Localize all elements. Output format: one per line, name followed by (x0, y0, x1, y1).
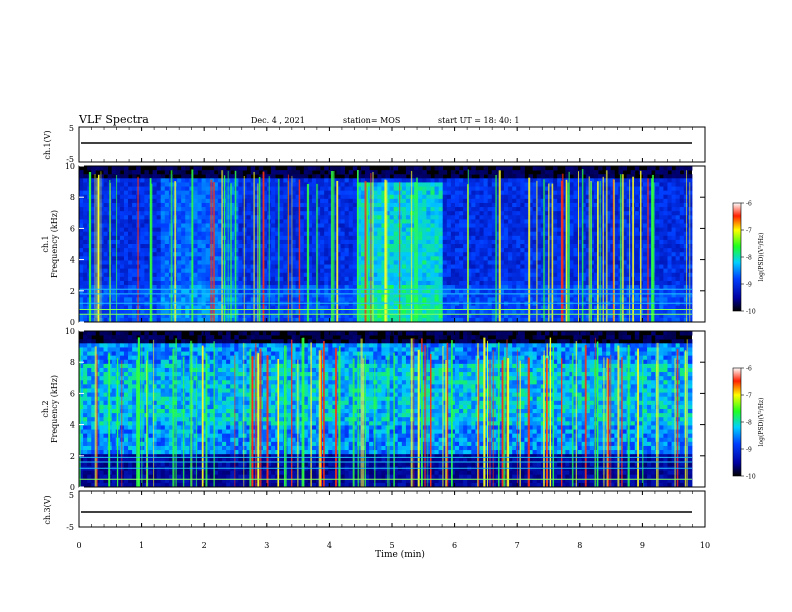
xtick-4: 4 (327, 541, 332, 550)
ch1-colorbar: -6 -7 -8 -9 -10 log(PSD)(V²/Hz) (732, 201, 765, 316)
xtick-0: 0 (76, 541, 81, 550)
ch2-colorbar: -6 -7 -8 -9 -10 log(PSD)(V²/Hz) (732, 366, 765, 481)
ch2-spec-ytick-8: 8 (70, 358, 75, 367)
ch2-yticks: 0 2 4 6 8 10 (65, 327, 705, 492)
ch1-ytick-minus5: -5 (66, 155, 74, 164)
ch1-spec-ytick-10: 10 (65, 162, 75, 171)
ch2-spec-ytick-4: 4 (70, 421, 75, 430)
ch1-spec-ylabel: Frequency (kHz) (50, 210, 59, 278)
ch1-colorbar-tick--10: -10 (746, 309, 756, 316)
xtick-1: 1 (139, 541, 144, 550)
ch1-spectrogram-image (79, 166, 693, 323)
ch1-ytick-5: 5 (69, 124, 74, 133)
ch1-colorbar-tick--7: -7 (746, 228, 752, 235)
ch3-ylabel: ch.3(V) (43, 495, 52, 524)
ch1-spec-ytick-4: 4 (70, 256, 75, 265)
ch1-spec-ytick-6: 6 (70, 224, 75, 233)
ch1-spectrogram-panel: 0 2 4 6 8 10 ch.1 Frequency (kHz) (41, 162, 706, 327)
ch2-spec-ytick-10: 10 (65, 327, 75, 336)
xtick-3: 3 (264, 541, 269, 550)
ch3-ytick-minus5: -5 (66, 523, 74, 532)
figure-title: VLF Spectra (78, 113, 149, 126)
time-axis: 0 1 2 3 4 5 6 7 8 9 10 (76, 127, 710, 550)
ch1-ylabel: ch.1(V) (43, 130, 52, 159)
station-label: station= MOS (343, 116, 400, 125)
ch1-spec-ytick-0: 0 (70, 318, 75, 327)
ch2-spec-ytick-6: 6 (70, 389, 75, 398)
xtick-7: 7 (515, 541, 520, 550)
ch2-colorbar-tick--7: -7 (746, 393, 752, 400)
ch1-spec-ytick-8: 8 (70, 193, 75, 202)
xtick-8: 8 (577, 541, 582, 550)
ch1-colorbar-tick--8: -8 (746, 255, 752, 262)
ch2-colorbar-tick--10: -10 (746, 474, 756, 481)
ch1-yticks: 0 2 4 6 8 10 (65, 162, 705, 327)
ch2-spec-ylabel-channel: ch.2 (41, 400, 50, 417)
date-label: Dec. 4 , 2021 (251, 116, 305, 125)
ch2-spectrogram-image (79, 331, 693, 488)
ch1-waveform-panel: 5 -5 ch.1(V) (43, 124, 706, 164)
ch3-waveform-panel: 5 -5 ch.3(V) (43, 490, 706, 532)
ch2-spec-ylabel: Frequency (kHz) (50, 375, 59, 443)
ch1-colorbar-label: log(PSD)(V²/Hz) (758, 233, 765, 282)
ch1-spec-ytick-2: 2 (70, 287, 75, 296)
xtick-5: 5 (389, 541, 394, 550)
xtick-6: 6 (452, 541, 457, 550)
xaxis-label: Time (min) (375, 549, 425, 560)
xtick-10: 10 (700, 541, 710, 550)
ch1-colorbar-tick--6: -6 (746, 201, 752, 208)
ch2-spec-ytick-0: 0 (70, 483, 75, 492)
ch2-spectrogram-panel: 0 2 4 6 8 10 ch.2 Frequency (kHz) (41, 327, 706, 492)
start-time-label: start UT = 18: 40: 1 (438, 116, 519, 125)
ch2-colorbar-tick--9: -9 (746, 447, 752, 454)
ch2-colorbar-tick--8: -8 (746, 420, 752, 427)
xtick-9: 9 (640, 541, 645, 550)
ch2-spec-ytick-2: 2 (70, 452, 75, 461)
ch1-colorbar-tick--9: -9 (746, 282, 752, 289)
ch3-ytick-5: 5 (69, 491, 74, 500)
ch2-colorbar-tick--6: -6 (746, 366, 752, 373)
xtick-2: 2 (202, 541, 207, 550)
ch2-colorbar-label: log(PSD)(V²/Hz) (758, 398, 765, 447)
ch1-spec-ylabel-channel: ch.1 (41, 235, 50, 252)
